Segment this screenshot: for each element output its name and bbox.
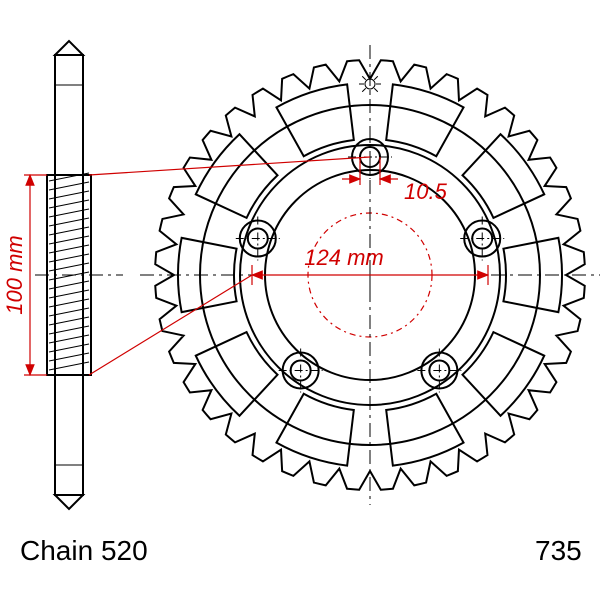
sprocket-side-view — [35, 41, 123, 509]
dim-text-124: 124 mm — [304, 245, 383, 270]
sprocket-technical-drawing: 100 mm 124 mm 10.5 Chain 520 735 — [0, 0, 600, 600]
dimension-bolt-hole: 10.5 — [342, 157, 448, 204]
dim-text-100: 100 mm — [2, 235, 27, 314]
part-number-label: 735 — [535, 535, 582, 566]
chain-label: Chain 520 — [20, 535, 148, 566]
dim-text-105: 10.5 — [404, 179, 448, 204]
